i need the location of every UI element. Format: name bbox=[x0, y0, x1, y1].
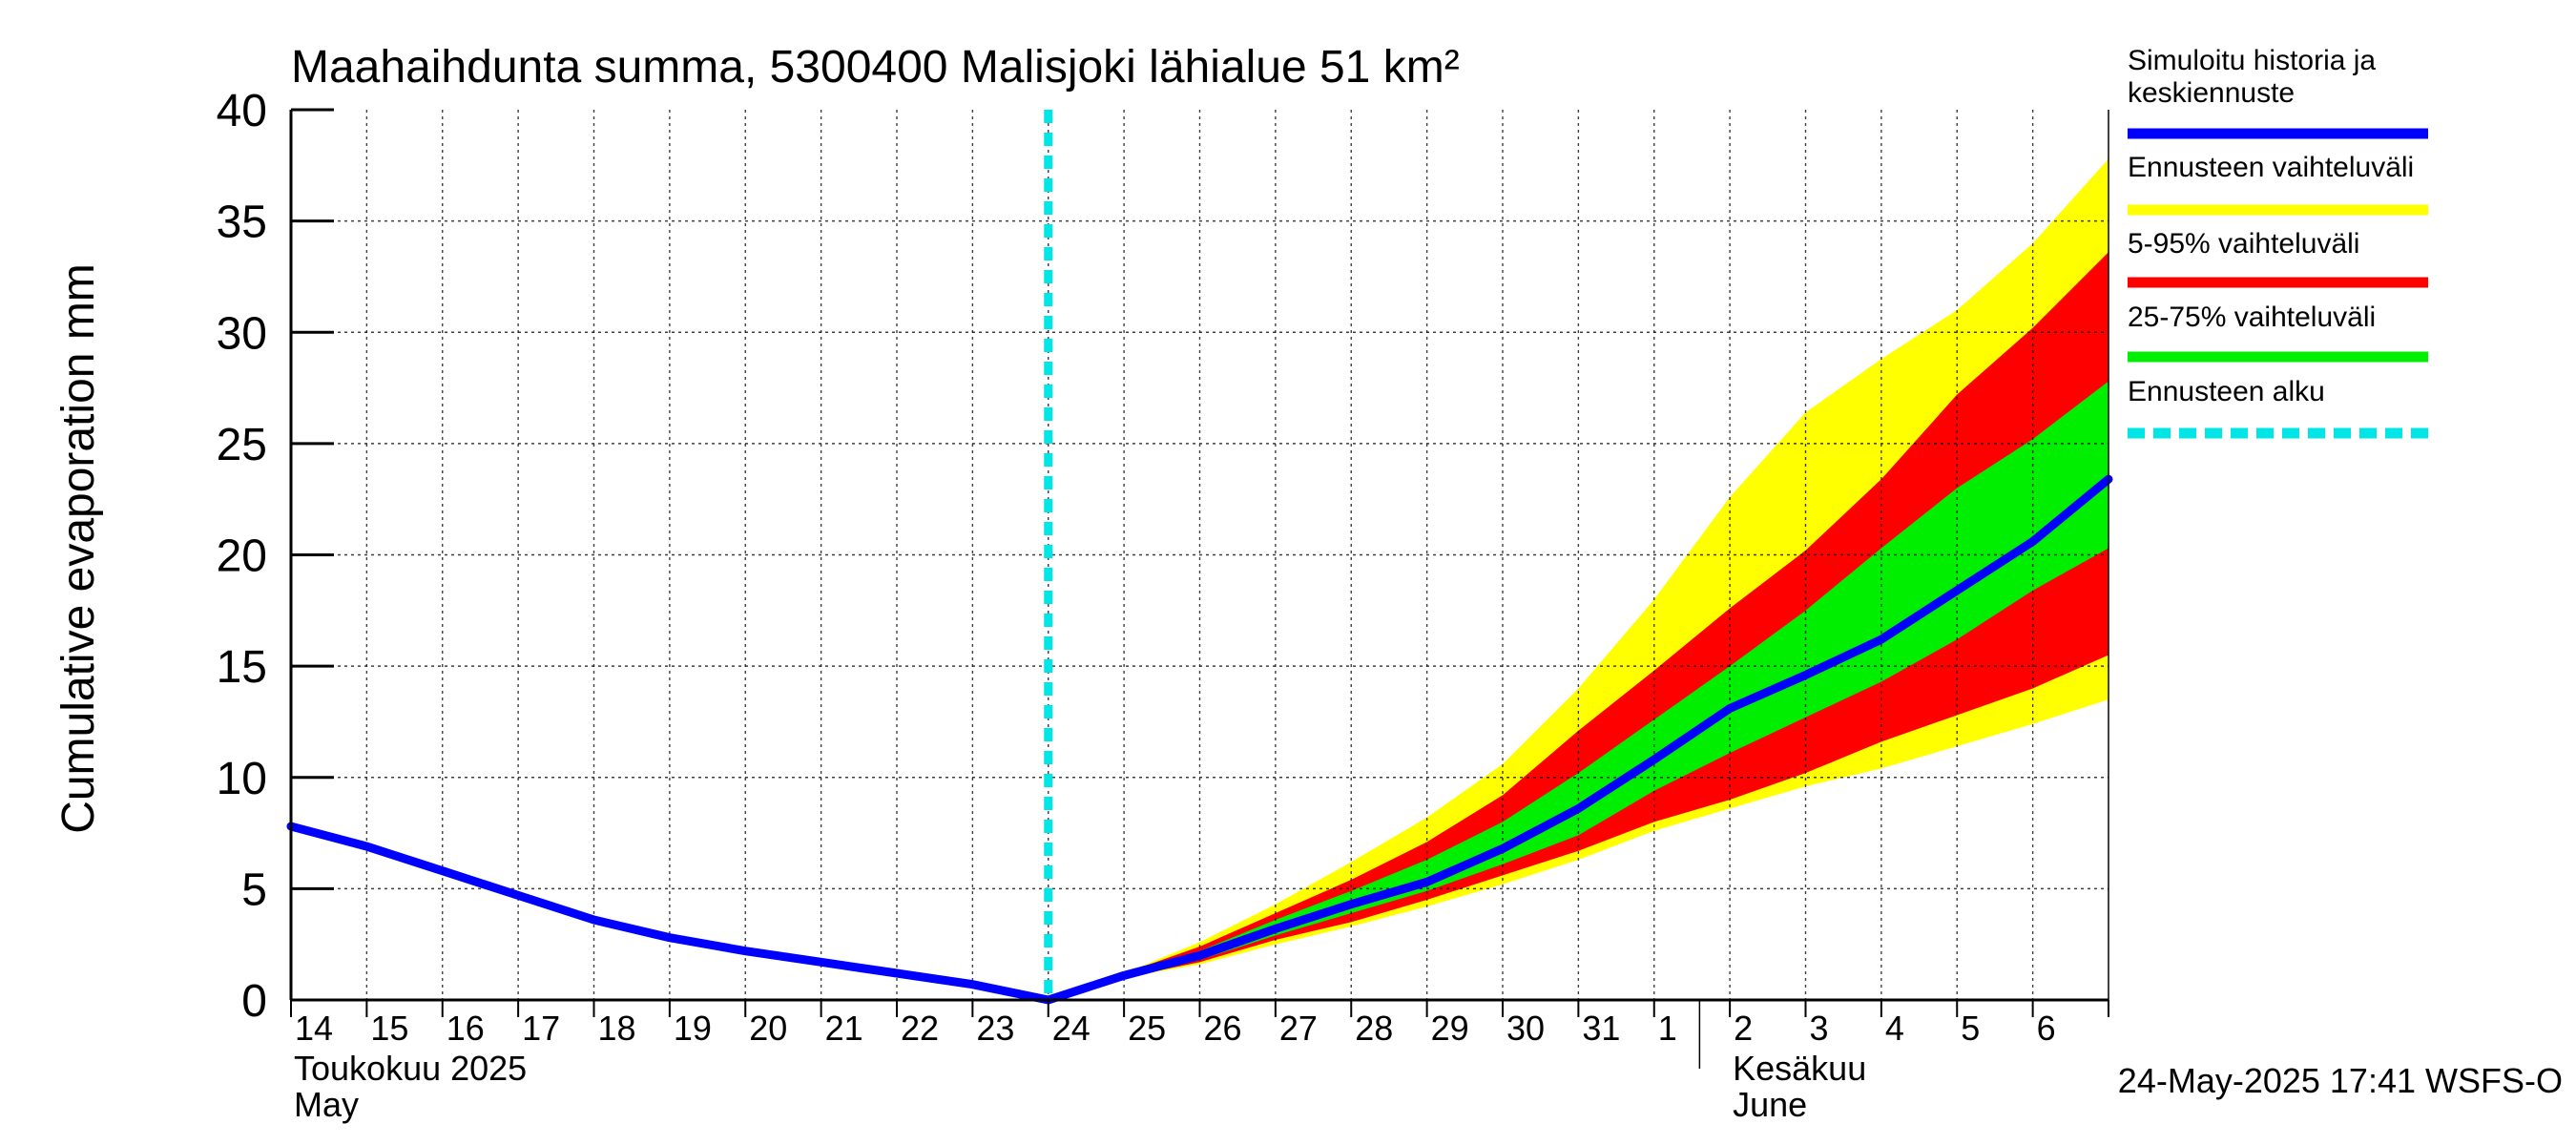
legend-label-0: Simuloitu historia ja bbox=[2128, 45, 2376, 76]
x-tick-label-23: 23 bbox=[976, 1009, 1014, 1048]
x-tick-label-14: 14 bbox=[295, 1009, 333, 1048]
x-tick-label-26: 26 bbox=[1204, 1009, 1242, 1048]
x-tick-label-21: 21 bbox=[825, 1009, 863, 1048]
median-line-layer bbox=[286, 474, 2113, 1005]
chart-title: Maahaihdunta summa, 5300400 Malisjoki lä… bbox=[291, 42, 1460, 93]
x-tick-label-25: 25 bbox=[1128, 1009, 1166, 1048]
x-tick-label-24: 24 bbox=[1052, 1009, 1091, 1048]
y-tick-label-30: 30 bbox=[217, 308, 267, 359]
y-tick-label-40: 40 bbox=[217, 86, 267, 136]
x-tick-label-29: 29 bbox=[1431, 1009, 1469, 1048]
x-tick-label-1: 1 bbox=[1658, 1009, 1677, 1048]
axes bbox=[289, 108, 2109, 1069]
x-tick-label-20: 20 bbox=[749, 1009, 787, 1048]
legend-label-2: 5-95% vaihteluväli bbox=[2128, 228, 2359, 260]
x-tick-label-16: 16 bbox=[447, 1009, 485, 1048]
y-tick-label-25: 25 bbox=[217, 420, 267, 470]
x-tick-label-31: 31 bbox=[1582, 1009, 1620, 1048]
month-label-0: Toukokuu 2025 bbox=[294, 1049, 527, 1088]
x-tick-label-2: 2 bbox=[1734, 1009, 1753, 1048]
median-line bbox=[286, 474, 2113, 1005]
y-tick-label-35: 35 bbox=[217, 198, 267, 248]
y-tick-label-20: 20 bbox=[217, 531, 267, 582]
legend-label-4: Ennusteen alku bbox=[2128, 376, 2325, 407]
x-tick-label-28: 28 bbox=[1355, 1009, 1393, 1048]
legend-label-0-b: keskiennuste bbox=[2128, 77, 2295, 109]
month-label-1: Kesäkuu bbox=[1733, 1049, 1866, 1088]
x-tick-label-17: 17 bbox=[522, 1009, 560, 1048]
x-tick-label-22: 22 bbox=[901, 1009, 939, 1048]
month-label-en-0: May bbox=[294, 1085, 359, 1124]
footer-timestamp: 24-May-2025 17:41 WSFS-O bbox=[2118, 1061, 2563, 1100]
y-axis-label: Cumulative evaporation mm bbox=[53, 263, 104, 834]
grid-lines bbox=[291, 110, 2109, 1000]
x-tick-label-6: 6 bbox=[2037, 1009, 2056, 1048]
x-tick-label-19: 19 bbox=[674, 1009, 712, 1048]
y-tick-label-5: 5 bbox=[241, 864, 267, 915]
x-tick-label-30: 30 bbox=[1506, 1009, 1545, 1048]
legend-label-1: Ennusteen vaihteluväli bbox=[2128, 152, 2414, 183]
month-label-en-1: June bbox=[1733, 1085, 1807, 1124]
y-tick-label-10: 10 bbox=[217, 754, 267, 804]
x-tick-label-18: 18 bbox=[598, 1009, 636, 1048]
x-tick-label-3: 3 bbox=[1810, 1009, 1829, 1048]
y-tick-label-15: 15 bbox=[217, 642, 267, 693]
x-tick-label-27: 27 bbox=[1279, 1009, 1318, 1048]
x-tick-label-15: 15 bbox=[370, 1009, 408, 1048]
y-tick-label-0: 0 bbox=[241, 976, 267, 1027]
legend-label-3: 25-75% vaihteluväli bbox=[2128, 302, 2376, 333]
x-tick-label-4: 4 bbox=[1885, 1009, 1904, 1048]
x-tick-label-5: 5 bbox=[1961, 1009, 1980, 1048]
